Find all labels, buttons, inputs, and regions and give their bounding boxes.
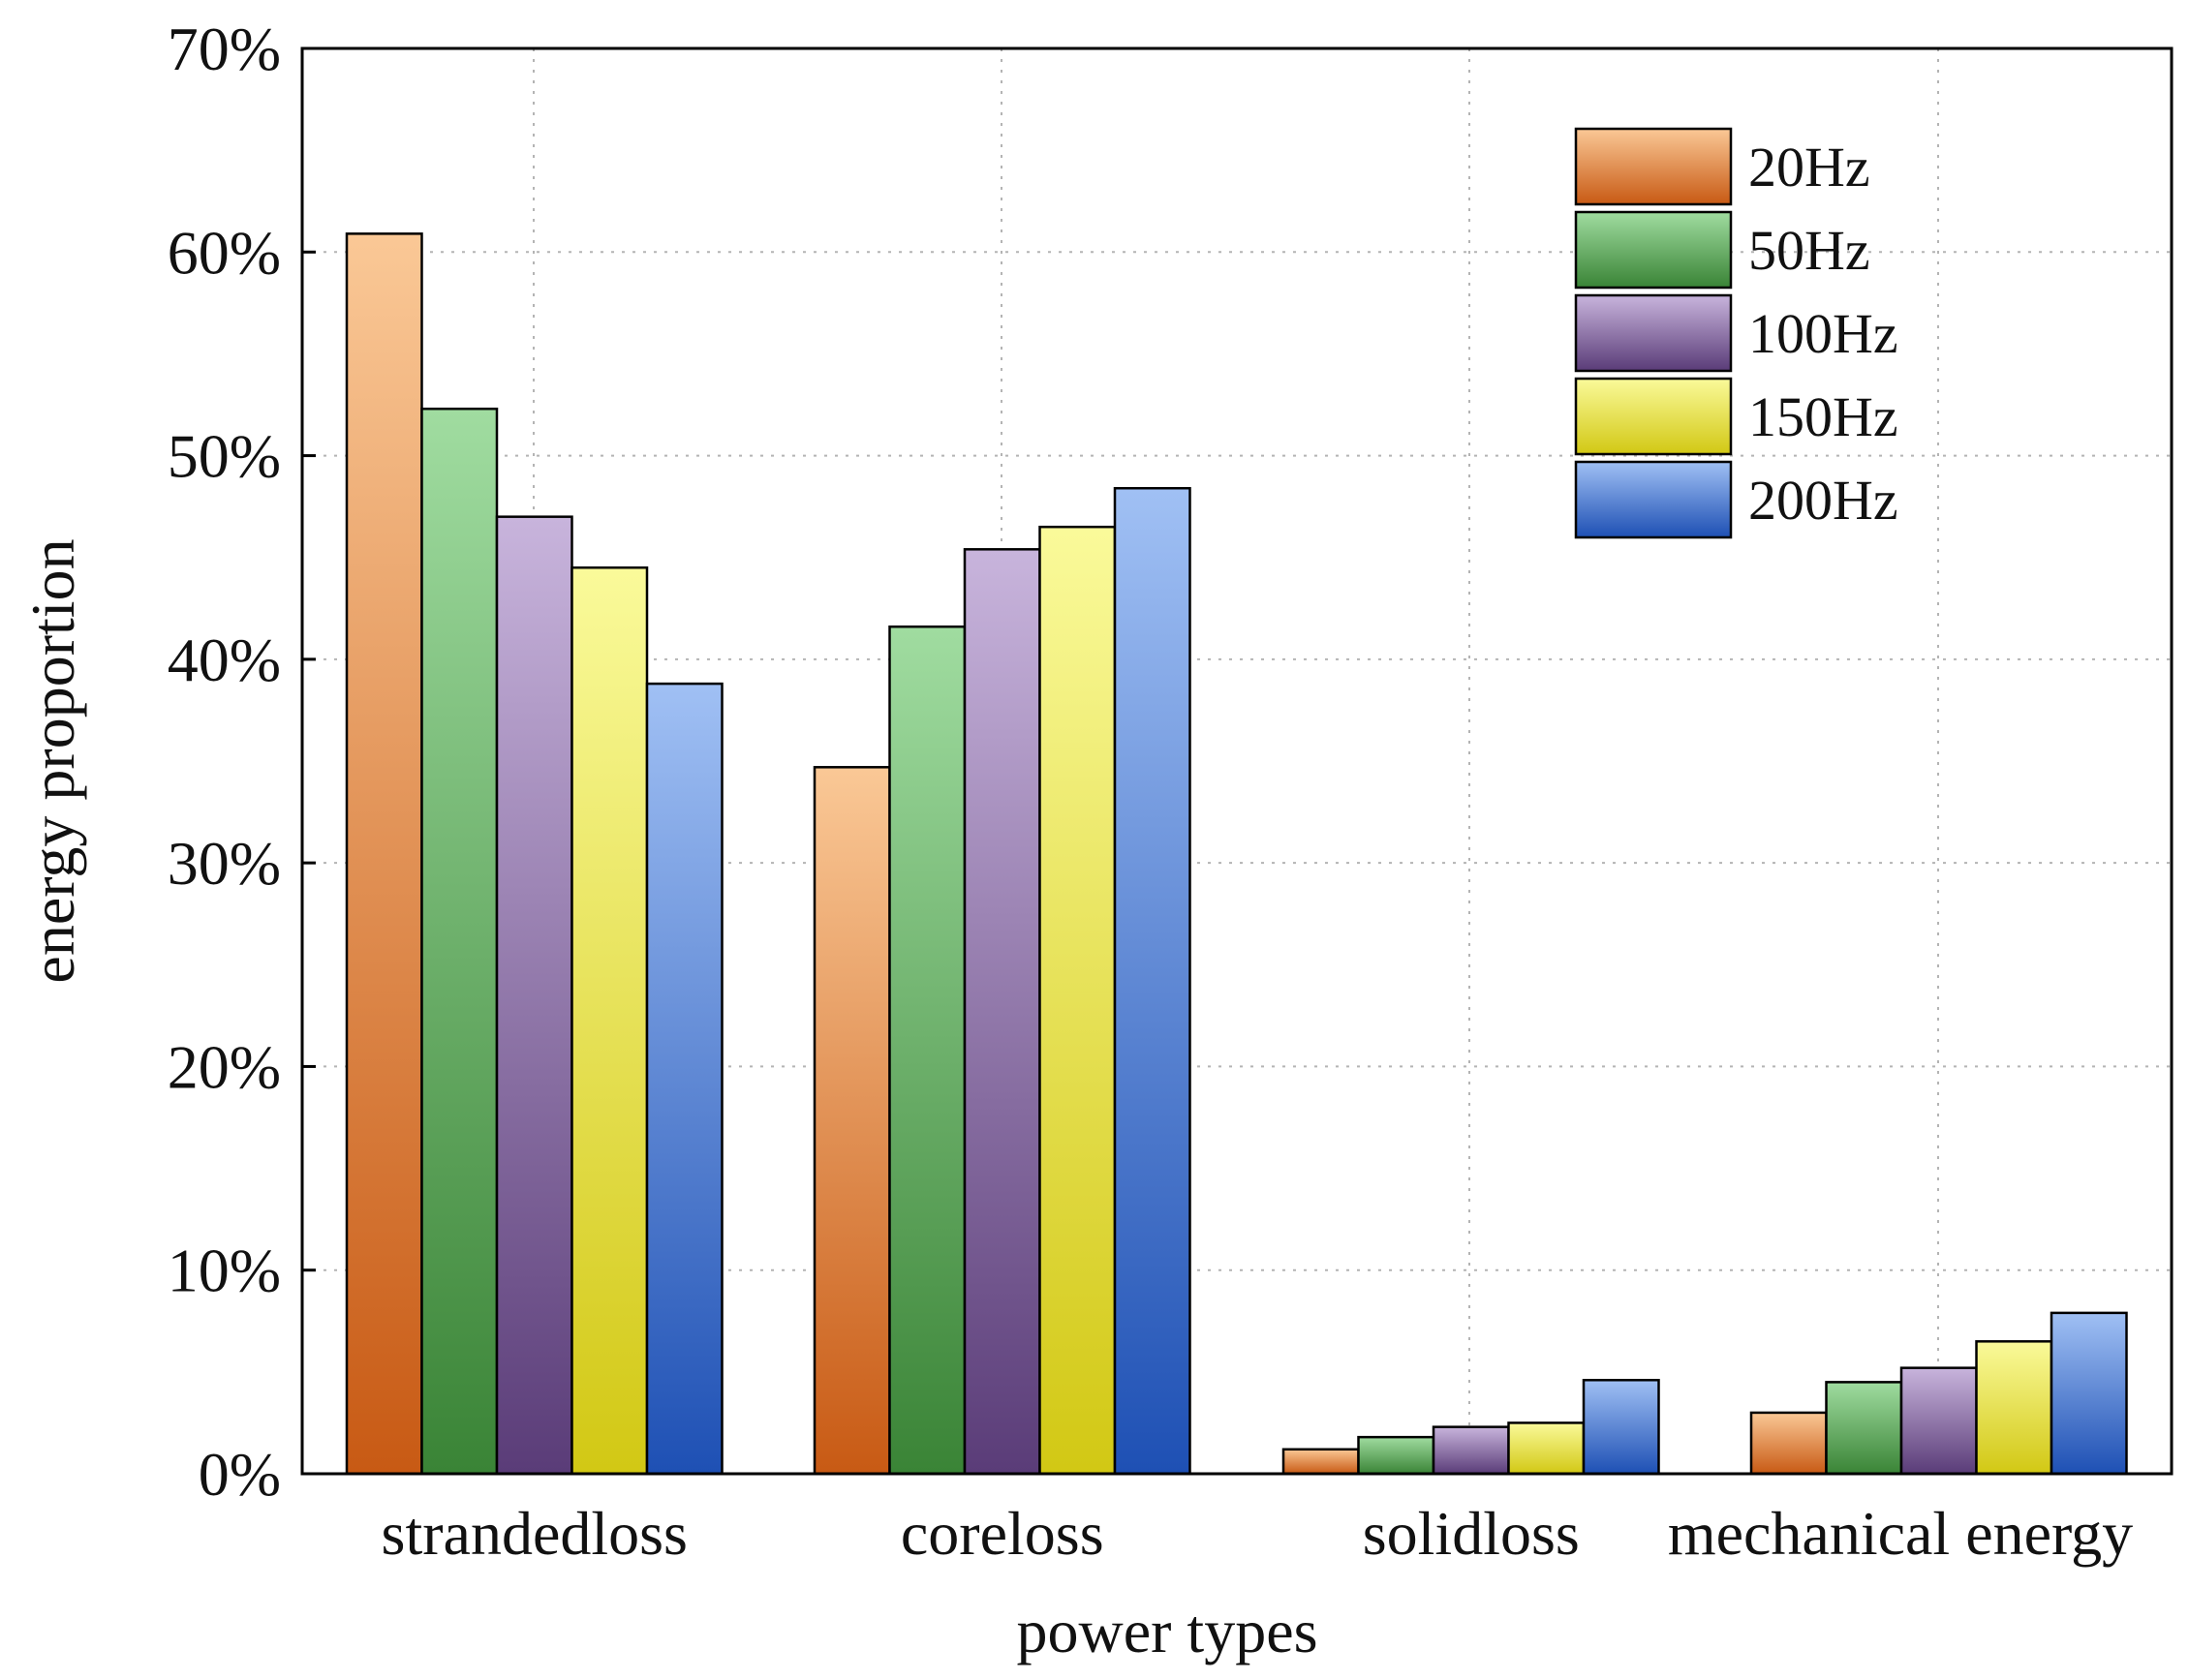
y-tick-label: 40% xyxy=(168,626,281,694)
x-tick-label: coreloss xyxy=(901,1499,1104,1568)
y-tick-label: 0% xyxy=(199,1440,281,1509)
bar-200hz-coreloss xyxy=(1113,486,1191,1476)
bar-100hz-solidloss xyxy=(1432,1425,1510,1476)
x-tick-label: strandedloss xyxy=(382,1499,688,1568)
legend: 20Hz 50Hz 100Hz 150Hz 200Hz xyxy=(1574,127,1898,539)
bar-50hz-strandedloss xyxy=(420,407,499,1476)
legend-label: 20Hz xyxy=(1748,136,1870,199)
bar-50hz-solidloss xyxy=(1357,1435,1435,1476)
legend-label: 100Hz xyxy=(1748,302,1898,365)
legend-label: 200Hz xyxy=(1748,469,1898,532)
bar-100hz-mechanical-energy xyxy=(1899,1366,1978,1476)
bar-200hz-mechanical-energy xyxy=(2050,1311,2128,1476)
legend-swatch xyxy=(1574,460,1733,539)
y-tick-label: 50% xyxy=(168,422,281,491)
y-tick-label: 60% xyxy=(168,218,281,287)
legend-swatch xyxy=(1574,210,1733,290)
bar-100hz-strandedloss xyxy=(495,515,573,1476)
plot-frame xyxy=(300,46,2174,1476)
bar-50hz-coreloss xyxy=(888,625,967,1476)
y-tick-label: 70% xyxy=(168,15,281,83)
x-tick-label: solidloss xyxy=(1363,1499,1580,1568)
bar-150hz-solidloss xyxy=(1507,1421,1586,1476)
x-axis: strandedloss coreloss solidloss mechanical … xyxy=(382,1499,2134,1568)
bar-20hz-coreloss xyxy=(813,766,891,1476)
y-tick-label: 30% xyxy=(168,829,281,898)
bar-200hz-strandedloss xyxy=(645,682,724,1476)
bar-50hz-mechanical-energy xyxy=(1825,1381,1903,1476)
legend-swatch xyxy=(1574,127,1733,206)
legend-label: 150Hz xyxy=(1748,385,1898,448)
y-tick-label: 10% xyxy=(168,1237,281,1305)
legend-swatch xyxy=(1574,377,1733,456)
bar-20hz-solidloss xyxy=(1281,1448,1360,1476)
bar-150hz-strandedloss xyxy=(570,565,649,1476)
x-tick-label: mechanical energy xyxy=(1668,1499,2133,1568)
y-axis: 0% 10% 20% 30% 40% 50% 60% 70% xyxy=(168,15,316,1509)
bar-20hz-strandedloss xyxy=(345,232,423,1476)
legend-swatch xyxy=(1574,293,1733,373)
bar-150hz-coreloss xyxy=(1038,525,1117,1476)
y-axis-title: energy proportion xyxy=(18,538,87,983)
bar-100hz-coreloss xyxy=(963,548,1041,1476)
bar-200hz-solidloss xyxy=(1582,1379,1660,1476)
legend-label: 50Hz xyxy=(1748,219,1870,282)
y-tick-label: 20% xyxy=(168,1032,281,1101)
bars xyxy=(345,232,2128,1476)
x-axis-title: power types xyxy=(1016,1597,1317,1665)
bar-150hz-mechanical-energy xyxy=(1975,1340,2053,1476)
bar-20hz-mechanical-energy xyxy=(1749,1411,1828,1476)
